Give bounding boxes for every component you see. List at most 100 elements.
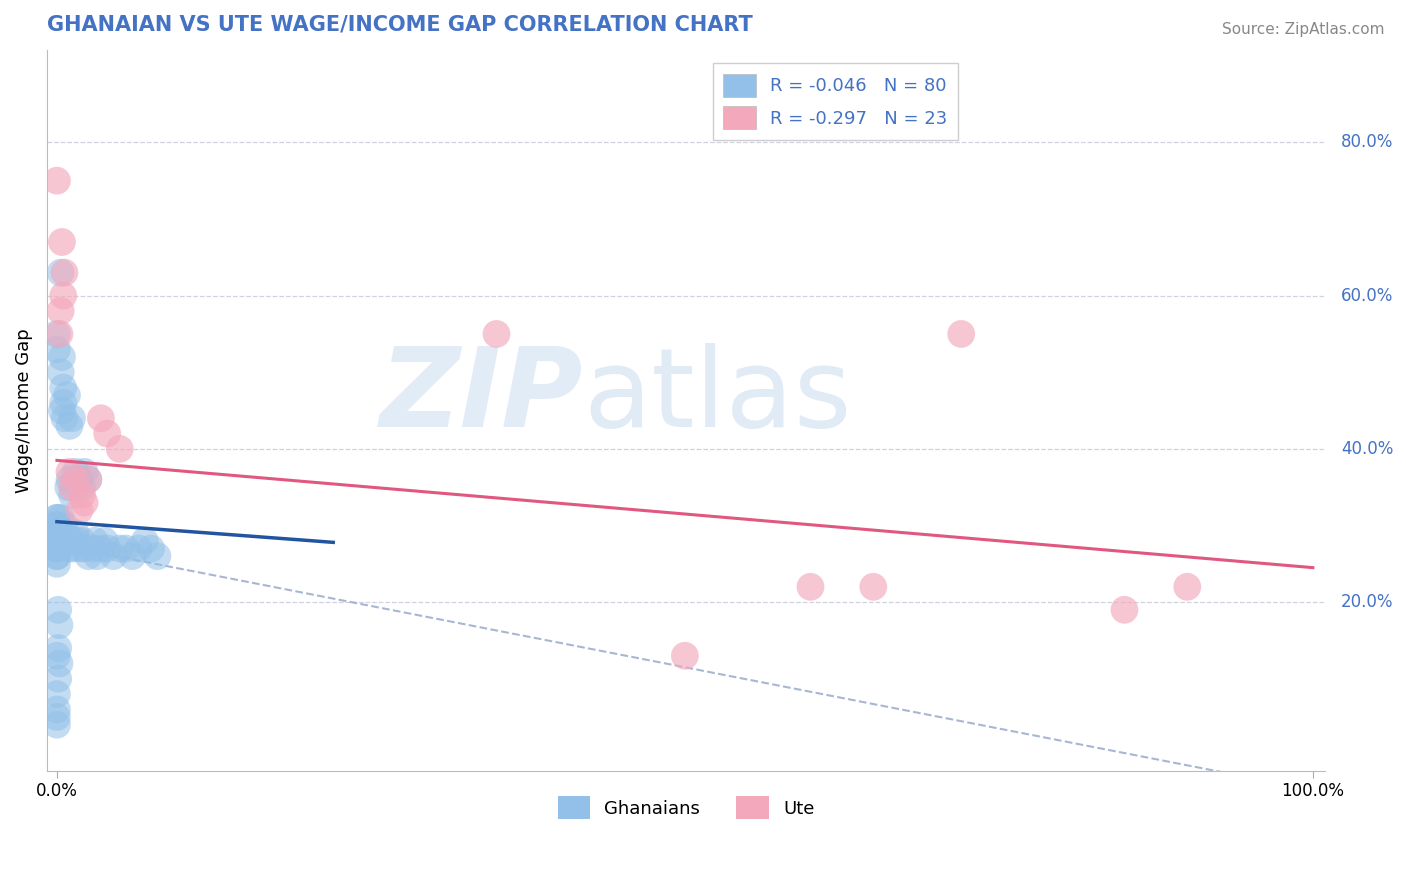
- Point: [52, 533, 75, 548]
- Point: [48, 657, 70, 671]
- Point: [58, 418, 80, 433]
- Point: [115, 541, 138, 556]
- Point: [56, 388, 79, 402]
- Point: [45, 518, 67, 533]
- Point: [65, 526, 87, 541]
- Point: [53, 411, 76, 425]
- Point: [45, 557, 67, 571]
- Y-axis label: Wage/Income Gap: Wage/Income Gap: [15, 328, 32, 493]
- Point: [77, 473, 100, 487]
- Point: [51, 526, 73, 541]
- Point: [62, 541, 84, 556]
- Point: [45, 174, 67, 188]
- Point: [56, 533, 79, 548]
- Point: [49, 304, 72, 318]
- Point: [65, 465, 87, 479]
- Point: [45, 526, 67, 541]
- Point: [950, 326, 973, 341]
- Point: [58, 465, 80, 479]
- Point: [70, 488, 93, 502]
- Point: [673, 648, 696, 663]
- Point: [73, 541, 96, 556]
- Point: [45, 526, 67, 541]
- Text: ZIP: ZIP: [381, 343, 583, 450]
- Point: [51, 235, 73, 249]
- Point: [52, 381, 75, 395]
- Point: [45, 511, 67, 525]
- Point: [139, 541, 162, 556]
- Point: [45, 533, 67, 548]
- Text: GHANAIAN VS UTE WAGE/INCOME GAP CORRELATION CHART: GHANAIAN VS UTE WAGE/INCOME GAP CORRELAT…: [46, 15, 752, 35]
- Point: [45, 541, 67, 556]
- Point: [69, 503, 91, 517]
- Point: [45, 511, 67, 525]
- Point: [66, 533, 89, 548]
- Point: [108, 541, 131, 556]
- Point: [46, 641, 69, 656]
- Text: Source: ZipAtlas.com: Source: ZipAtlas.com: [1222, 22, 1385, 37]
- Point: [485, 326, 508, 341]
- Point: [90, 541, 112, 556]
- Point: [58, 541, 80, 556]
- Point: [49, 511, 72, 525]
- Point: [45, 702, 67, 716]
- Point: [46, 672, 69, 686]
- Point: [52, 288, 75, 302]
- Point: [73, 465, 96, 479]
- Point: [46, 603, 69, 617]
- Point: [45, 326, 67, 341]
- Point: [58, 473, 80, 487]
- Point: [45, 648, 67, 663]
- Point: [48, 618, 70, 632]
- Point: [69, 541, 91, 556]
- Point: [45, 518, 67, 533]
- Point: [1114, 603, 1136, 617]
- Point: [51, 350, 73, 364]
- Point: [108, 442, 131, 456]
- Point: [51, 403, 73, 417]
- Point: [862, 580, 884, 594]
- Point: [49, 266, 72, 280]
- Point: [103, 549, 125, 563]
- Point: [121, 549, 143, 563]
- Point: [82, 541, 104, 556]
- Text: 60.0%: 60.0%: [1341, 286, 1393, 305]
- Point: [45, 687, 67, 701]
- Point: [96, 426, 118, 441]
- Point: [60, 411, 83, 425]
- Point: [45, 549, 67, 563]
- Point: [96, 541, 118, 556]
- Point: [45, 526, 67, 541]
- Text: 80.0%: 80.0%: [1341, 134, 1393, 152]
- Point: [45, 541, 67, 556]
- Point: [69, 473, 91, 487]
- Point: [146, 549, 169, 563]
- Point: [55, 526, 77, 541]
- Legend: Ghanaians, Ute: Ghanaians, Ute: [550, 789, 823, 827]
- Point: [53, 518, 76, 533]
- Point: [58, 480, 80, 494]
- Point: [60, 533, 83, 548]
- Point: [90, 411, 112, 425]
- Point: [45, 549, 67, 563]
- Point: [799, 580, 821, 594]
- Point: [58, 533, 80, 548]
- Point: [77, 473, 100, 487]
- Point: [73, 495, 96, 509]
- Point: [45, 518, 67, 533]
- Point: [45, 541, 67, 556]
- Point: [70, 533, 93, 548]
- Point: [45, 518, 67, 533]
- Point: [134, 533, 156, 548]
- Point: [128, 541, 150, 556]
- Point: [45, 533, 67, 548]
- Point: [83, 533, 105, 548]
- Point: [65, 473, 87, 487]
- Point: [45, 710, 67, 724]
- Point: [1175, 580, 1198, 594]
- Point: [49, 365, 72, 379]
- Point: [60, 480, 83, 494]
- Point: [45, 343, 67, 357]
- Point: [60, 488, 83, 502]
- Text: 20.0%: 20.0%: [1341, 593, 1393, 611]
